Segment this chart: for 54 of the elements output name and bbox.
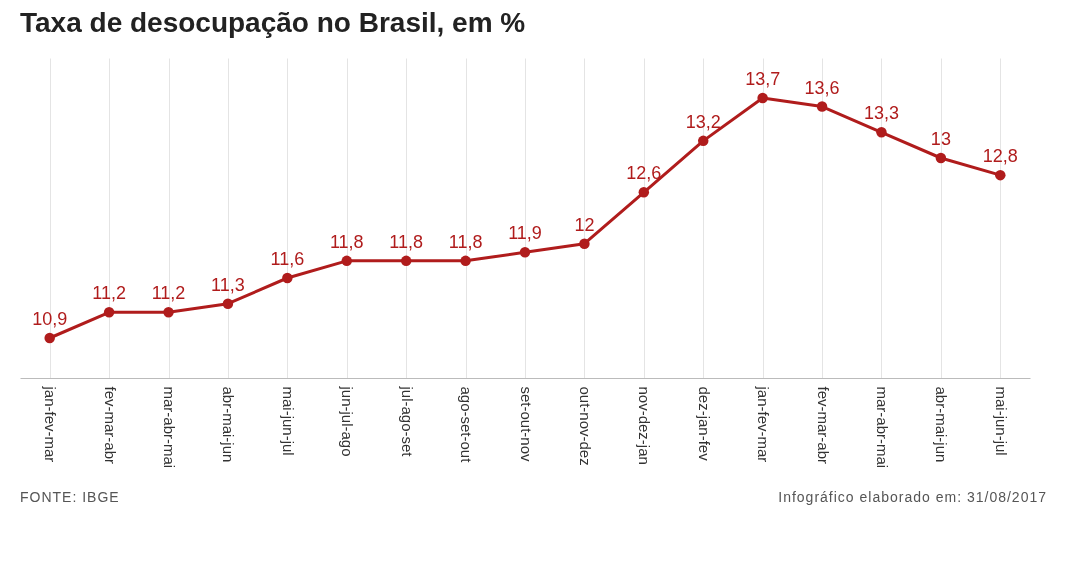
data-label: 13 — [930, 129, 951, 149]
point — [876, 127, 887, 138]
x-tick-label: abr-mai-jun — [220, 386, 238, 463]
x-tick-label: mar-abr-mai — [873, 386, 891, 469]
data-label: 13,7 — [745, 69, 781, 89]
point — [460, 255, 471, 267]
data-label: 10,9 — [32, 309, 68, 329]
source-note: FONTE: IBGE — [20, 489, 120, 505]
data-label: 11,3 — [211, 274, 245, 295]
x-tick-label: nov-dez-jan — [636, 386, 654, 465]
data-label: 12,8 — [982, 146, 1018, 167]
point — [935, 152, 947, 164]
point — [163, 307, 174, 318]
point — [638, 187, 650, 198]
x-tick-label: out-nov-dez — [576, 386, 594, 466]
data-label: 13,6 — [804, 77, 840, 98]
data-label: 11,9 — [508, 223, 542, 244]
data-label: 11,2 — [151, 283, 186, 304]
x-tick-label: jun-jul-ago — [339, 385, 357, 457]
data-label: 11,6 — [270, 249, 305, 269]
x-tick-label: abr-mai-jun — [933, 386, 951, 463]
data-label: 11,8 — [448, 231, 483, 252]
x-tick-label: ago-set-out — [458, 386, 476, 464]
x-tick-label: jan-fev-mar — [755, 385, 773, 463]
point — [282, 272, 293, 284]
point — [995, 169, 1006, 181]
data-label: 13,2 — [685, 111, 721, 132]
data-label: 12,6 — [626, 163, 662, 184]
chart-title: Taxa de desocupação no Brasil, em % — [20, 7, 526, 38]
x-tick-label: dez-jan-fev — [695, 386, 713, 462]
data-label: 11,2 — [92, 283, 126, 304]
data-label: 12 — [574, 214, 595, 235]
point — [519, 247, 531, 258]
data-label: 13,3 — [863, 103, 899, 124]
point — [579, 238, 590, 249]
point — [341, 255, 353, 267]
point — [400, 255, 412, 267]
point — [757, 92, 768, 104]
x-tick-label: fev-mar-abr — [101, 386, 119, 465]
text: Infográfico elaborado em: 31/08/2017 — [778, 489, 1047, 505]
x-tick-label: jul-ago-set — [398, 385, 416, 458]
point — [816, 101, 828, 112]
x-tick-label: mai-jun-jul — [279, 386, 297, 456]
x-tick-label: set-out-nov — [517, 386, 535, 463]
x-tick-label: mar-abr-mai — [161, 386, 179, 469]
point — [697, 135, 709, 147]
point — [44, 332, 55, 344]
x-tick-label: fev-mar-abr — [814, 386, 832, 465]
data-label: 11,8 — [329, 231, 364, 252]
x-tick-label: jan-fev-mar — [42, 385, 60, 463]
data-label: 11,8 — [389, 231, 424, 252]
x-tick-label: mai-jun-jul — [992, 386, 1010, 456]
point — [103, 307, 115, 318]
point — [222, 298, 234, 309]
